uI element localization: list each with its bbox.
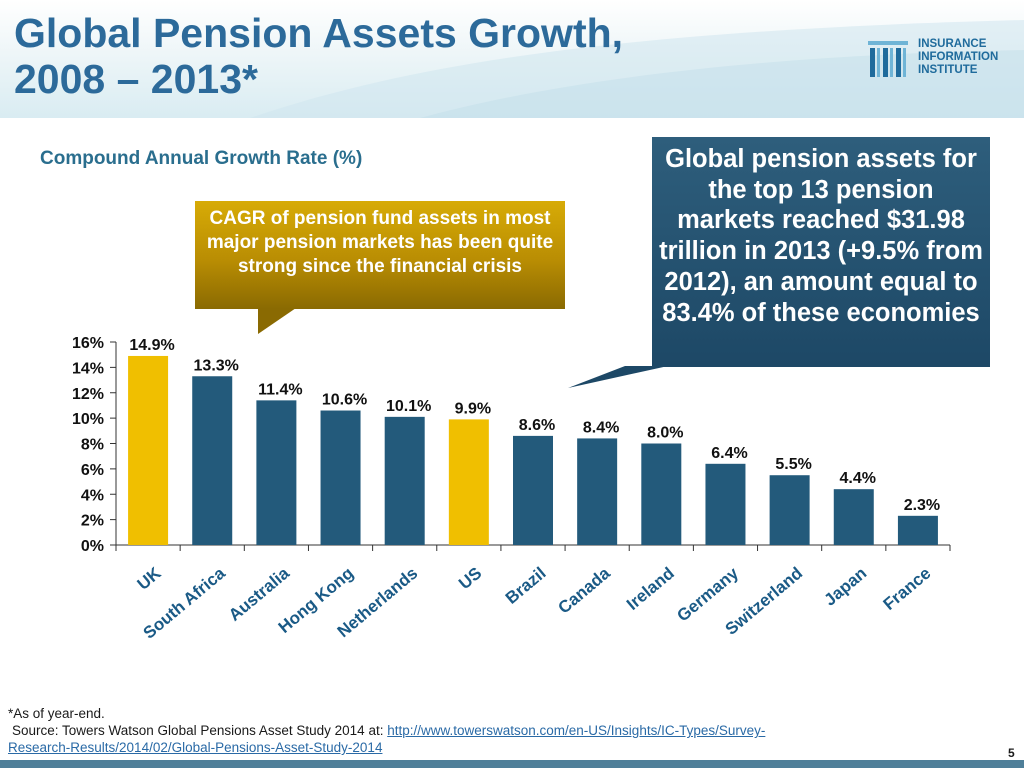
logo-line-1: INSURANCE [918,38,987,50]
y-tick-label: 14% [72,360,104,377]
bar-chart: 0%2%4%6%8%10%12%14%16% 14.9%UK13.3%South … [72,335,951,643]
y-tick-label: 6% [81,462,104,479]
bar-germany [705,463,746,545]
bar-netherlands [384,416,425,545]
y-tick-label: 12% [72,386,104,403]
x-category-label: Japan [820,564,870,610]
data-label: 8.4% [583,419,619,436]
bar-switzerland [769,475,810,545]
footnote-note: *As of year-end. [8,706,105,721]
data-label: 9.9% [455,400,491,417]
chart-title: Compound Annual Growth Rate (%) [40,148,363,169]
x-category-label: France [880,564,935,614]
callout-global-assets: Global pension assets for the top 13 pen… [652,137,990,367]
y-tick-label: 8% [81,437,104,454]
source-link-part-2[interactable]: Research-Results/2014/02/Global-Pensions… [8,740,383,755]
callout-cagr-text: CAGR of pension fund assets in most majo… [206,208,554,277]
iii-logo: INSURANCE INFORMATION INSTITUTE [866,38,1016,82]
page-title-line-1: Global Pension Assets Growth, [14,10,624,56]
bar-france [897,515,938,545]
bar-brazil [513,435,553,545]
logo-line-3: INSTITUTE [918,64,978,76]
x-category-label: Brazil [502,564,550,608]
callout-cagr: CAGR of pension fund assets in most majo… [195,201,565,309]
y-tick-label: 10% [72,411,104,428]
bar-japan [833,489,874,545]
footnote: *As of year-end. Source: Towers Watson G… [8,705,765,756]
y-tick-label: 16% [72,335,104,352]
data-label: 13.3% [194,357,239,374]
y-tick-label: 0% [81,538,104,555]
x-category-label: Canada [554,563,614,617]
logo-line-2: INFORMATION [918,51,999,63]
data-label: 4.4% [840,470,876,487]
data-label: 14.9% [129,337,174,354]
data-label: 10.6% [322,392,367,409]
iii-logo-text: INSURANCE INFORMATION INSTITUTE [918,38,998,77]
footnote-source: Source: Towers Watson Global Pensions As… [8,722,765,739]
bar-australia [256,400,297,545]
x-category-label: UK [134,563,166,594]
iii-logo-mark-icon [868,41,908,77]
data-label: 10.1% [386,398,431,415]
y-tick-label: 2% [81,513,104,530]
y-tick-label: 4% [81,487,104,504]
source-link-part-1[interactable]: http://www.towerswatson.com/en-US/Insigh… [387,723,766,738]
page-title-line-2: 2008 – 2013* [14,56,258,102]
page-title: Global Pension Assets Growth, 2008 – 201… [14,10,623,102]
data-label: 8.6% [519,417,555,434]
bottom-rule [0,760,1024,768]
data-label: 11.4% [258,381,302,398]
x-category-label: Ireland [623,564,678,614]
bar-ireland [641,443,682,545]
x-category-label: US [455,564,485,594]
data-label: 2.3% [904,497,940,514]
callout-global-assets-text: Global pension assets for the top 13 pen… [659,145,983,327]
bar-uk [128,355,169,545]
bar-hong-kong [320,410,361,545]
data-label: 5.5% [775,456,811,473]
data-label: 8.0% [647,425,683,442]
bar-south-africa [192,376,233,545]
bar-canada [577,438,618,545]
bar-us [448,419,489,545]
page-number: 5 [1008,746,1015,760]
data-label: 6.4% [711,445,747,462]
footnote-source-prefix: Source: Towers Watson Global Pensions As… [12,723,388,738]
